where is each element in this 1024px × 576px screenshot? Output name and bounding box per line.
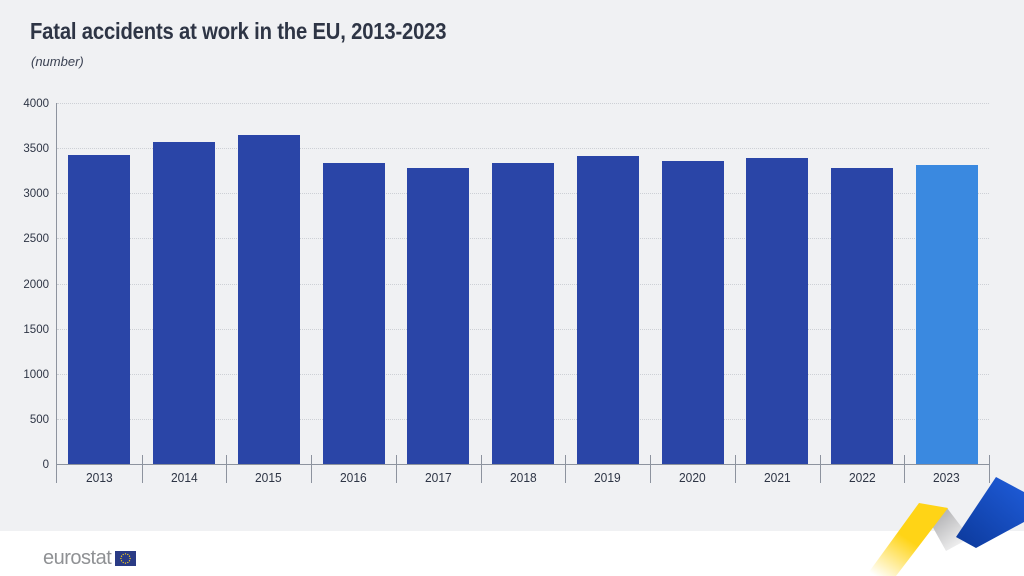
bar-2014: [153, 142, 216, 464]
y-tick-label-3500: 3500: [23, 143, 49, 156]
category-separator-6: [565, 455, 567, 483]
y-axis-line: [56, 103, 57, 483]
category-separator-1: [141, 455, 143, 483]
gridline-4000: 4000: [23, 98, 989, 110]
page-title: Fatal accidents at work in the EU, 2013-…: [30, 18, 447, 44]
bar-2018: [492, 163, 555, 464]
category-2020: [650, 103, 735, 464]
y-tick-label-1000: 1000: [23, 368, 49, 381]
bar-2021: [746, 158, 809, 464]
category-2017: [396, 103, 481, 464]
category-separator-5: [480, 455, 482, 483]
y-tick-label-1500: 1500: [23, 323, 49, 336]
category-2022: [820, 103, 905, 464]
bar-chart: 0 500 1000 1500 2000 2500 3000 3500 4000 2013 201…: [23, 98, 990, 485]
x-tick-label-2021: 2021: [763, 471, 791, 485]
x-tick-label-2023: 2023: [933, 471, 961, 485]
bar-2016: [322, 162, 385, 464]
x-tick-label-2013: 2013: [86, 471, 113, 485]
x-tick-label-2016: 2016: [340, 471, 367, 485]
y-tick-label-4000: 4000: [23, 98, 49, 110]
category-separator-2: [226, 455, 228, 483]
eurostat-logo: eurostat: [43, 547, 137, 569]
bar-2015: [237, 134, 300, 464]
bar-2022: [830, 167, 893, 464]
category-2019: [565, 103, 650, 464]
bar-2019: [576, 156, 639, 464]
x-tick-label-2017: 2017: [424, 471, 452, 485]
bar-2020: [661, 160, 724, 464]
y-tick-label-3000: 3000: [23, 188, 49, 201]
eu-flag-icon: [115, 550, 137, 566]
category-separator-4: [395, 455, 397, 483]
bars-container: [57, 103, 989, 464]
x-axis-labels: 2013 2014 2015 2016 2017 2018 2019 2020 2021 2022…: [57, 471, 989, 485]
x-tick-label-2015: 2015: [255, 471, 283, 485]
x-axis-zero-line: 0: [43, 459, 989, 471]
category-2018: [481, 103, 566, 464]
category-separator-3: [311, 455, 313, 483]
footer-bar: [0, 531, 1024, 576]
category-separator-8: [734, 455, 736, 483]
x-tick-label-2022: 2022: [848, 471, 876, 485]
y-tick-label-2000: 2000: [23, 278, 49, 291]
category-separator-11: [989, 455, 990, 483]
y-tick-label-500: 500: [29, 413, 49, 426]
category-2015: [226, 103, 311, 464]
category-separator-10: [904, 455, 906, 483]
x-tick-label-2014: 2014: [170, 471, 198, 485]
page-subtitle: (number): [31, 54, 84, 69]
x-tick-label-2020: 2020: [679, 471, 706, 485]
x-tick-label-2019: 2019: [594, 471, 622, 485]
gridline-3500: 3500: [23, 143, 989, 155]
category-2021: [735, 103, 820, 464]
y-tick-label-2500: 2500: [23, 233, 49, 246]
y-tick-label-0: 0: [42, 459, 49, 471]
category-2023: [904, 103, 989, 464]
x-tick-label-2018: 2018: [509, 471, 537, 485]
category-2016: [311, 103, 396, 464]
bar-2023: [915, 165, 978, 464]
eurostat-logo-text: eurostat: [43, 547, 112, 569]
bar-2013: [68, 155, 131, 464]
category-2014: [142, 103, 227, 464]
category-separator-9: [819, 455, 821, 483]
category-separator-7: [650, 455, 652, 483]
category-2013: [57, 103, 142, 464]
bar-2017: [407, 167, 470, 464]
